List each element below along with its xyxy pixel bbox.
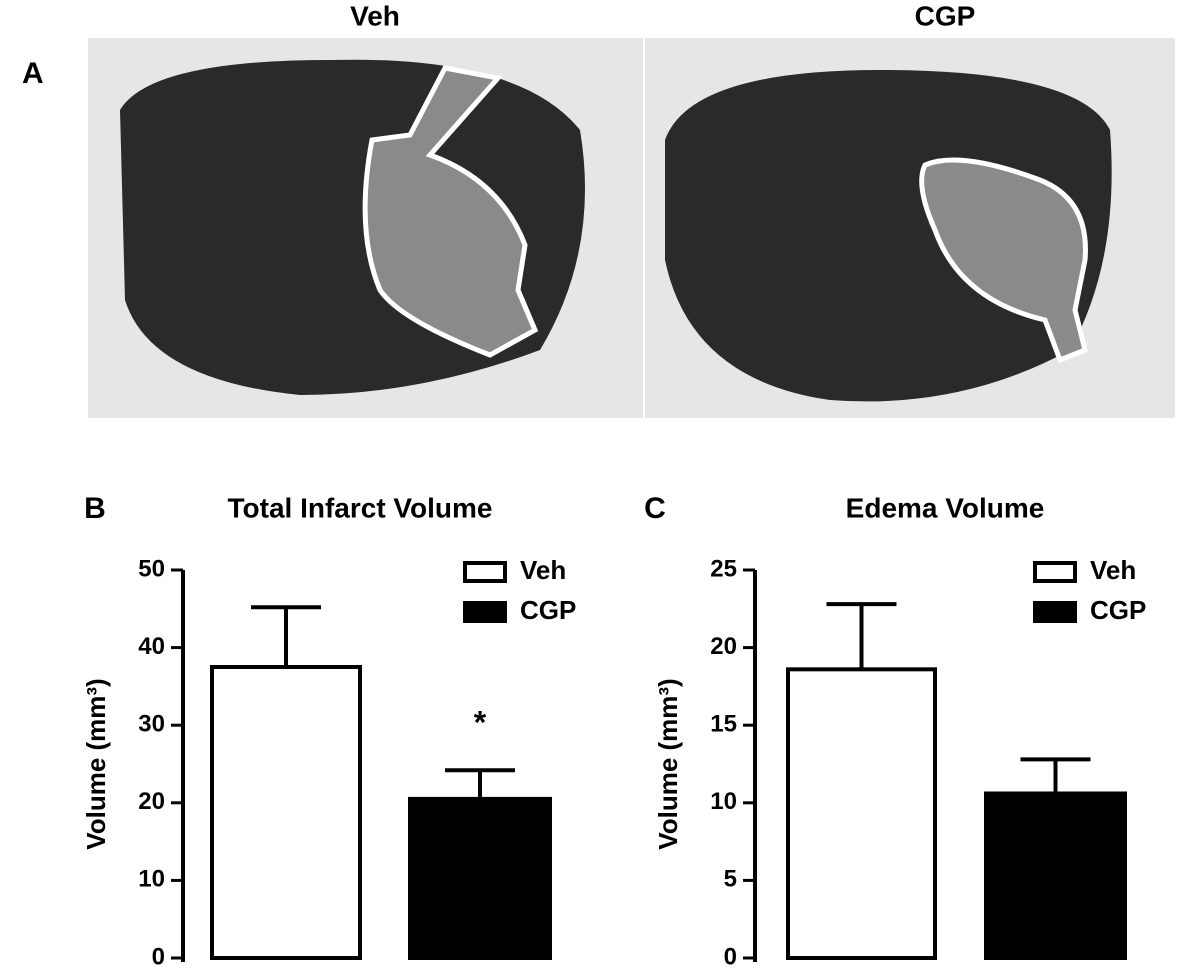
y-tick-label: 10 [138, 866, 165, 893]
infarct-outline [362, 65, 539, 358]
panel-label: B [84, 492, 106, 525]
y-tick-label: 20 [138, 788, 165, 815]
y-tick-label: 0 [152, 943, 165, 968]
image-title: CGP [915, 0, 976, 31]
significance-marker: * [474, 705, 487, 741]
brain-slice [665, 70, 1112, 402]
y-tick-label: 10 [710, 788, 737, 815]
y-tick-label: 30 [138, 711, 165, 738]
bar [984, 791, 1127, 960]
legend-label: Veh [520, 555, 566, 585]
legend-swatch [1033, 601, 1077, 623]
chart-title: Total Infarct Volume [228, 492, 493, 523]
bar [408, 796, 552, 960]
y-tick-label: 15 [710, 711, 737, 738]
y-axis-label: Volume (mm³) [81, 678, 111, 849]
legend-label: CGP [520, 595, 576, 625]
panel-label: C [644, 492, 666, 525]
infarct-outline [919, 157, 1088, 364]
y-tick-label: 20 [710, 633, 737, 660]
legend-label: Veh [1090, 555, 1136, 585]
y-tick-label: 0 [724, 943, 737, 968]
image-title: Veh [350, 0, 400, 31]
legend-label: CGP [1090, 595, 1146, 625]
legend-swatch [1033, 561, 1077, 583]
panel-label: A [22, 57, 44, 90]
bar [210, 665, 362, 960]
legend-swatch [463, 561, 507, 583]
chart-title: Edema Volume [846, 492, 1045, 523]
y-tick-label: 50 [138, 555, 165, 582]
y-tick-label: 40 [138, 633, 165, 660]
y-tick-label: 25 [710, 555, 737, 582]
y-tick-label: 5 [724, 866, 737, 893]
y-axis-label: Volume (mm³) [653, 678, 683, 849]
legend-swatch [463, 601, 507, 623]
bar [786, 667, 937, 960]
